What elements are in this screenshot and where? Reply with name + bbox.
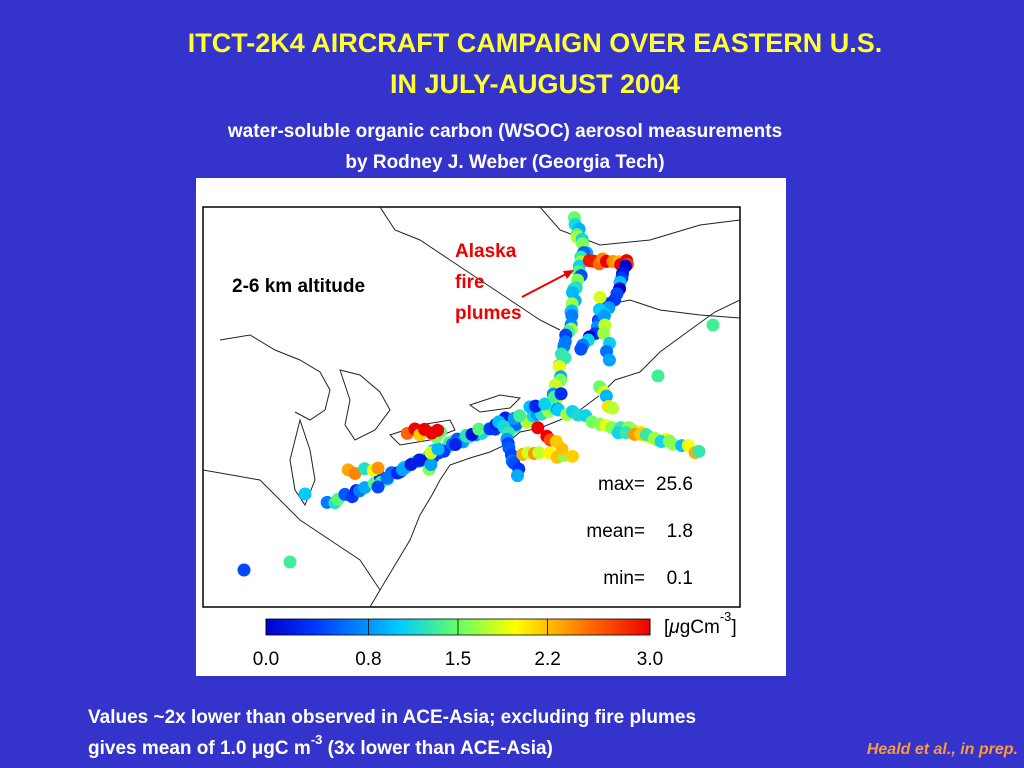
track-dot <box>531 421 545 435</box>
track-dot <box>606 401 620 415</box>
map-geography <box>203 207 740 607</box>
colorbar-unit: [μgCm-3] <box>664 609 737 638</box>
track-dot <box>472 422 486 436</box>
footer-part: gives mean of 1.0 μgC m <box>88 738 311 759</box>
track-dot <box>574 342 588 356</box>
colorbar-tick-label: 0.8 <box>355 649 381 670</box>
footer-line: Values ~2x lower than observed in ACE-As… <box>88 707 696 728</box>
stat-label: max= <box>598 474 645 495</box>
track-dot <box>371 480 385 494</box>
track-dot <box>532 446 546 460</box>
title-line: ITCT-2K4 AIRCRAFT CAMPAIGN OVER EASTERN … <box>188 28 883 58</box>
track-dot <box>593 290 607 304</box>
track-dot <box>513 409 527 423</box>
stat-value: 1.8 <box>667 521 693 542</box>
annotation-line: fire <box>455 272 485 293</box>
colorbar-tick-label: 3.0 <box>637 649 663 670</box>
track-dot <box>431 442 445 456</box>
footer-sup: -3 <box>311 732 323 747</box>
altitude-label: 2-6 km altitude <box>232 276 365 297</box>
track-dot <box>651 369 665 383</box>
footer-line: gives mean of 1.0 μgC m-3 (3x lower than… <box>88 732 553 759</box>
subtitle-line: water-soluble organic carbon (WSOC) aero… <box>227 121 782 142</box>
track-dot <box>431 423 445 437</box>
track-dot <box>662 434 676 448</box>
track-dot <box>298 487 312 501</box>
colorbar-tick-label: 1.5 <box>445 649 471 670</box>
track-dot <box>597 326 611 340</box>
track-dot <box>599 389 613 403</box>
track-dot <box>283 555 297 569</box>
track-dot <box>412 453 426 467</box>
stat-label: mean= <box>586 521 645 542</box>
track-dot <box>706 318 720 332</box>
track-dot <box>692 444 706 458</box>
citation: Heald et al., in prep. <box>867 741 1018 758</box>
colorbar-tick-label: 0.0 <box>253 649 279 670</box>
track-dot <box>554 387 568 401</box>
track-dot <box>510 469 524 483</box>
track-dot <box>552 360 566 374</box>
flight-tracks <box>237 211 720 577</box>
unit-sup: -3 <box>720 609 732 624</box>
stat-value: 0.1 <box>667 568 693 589</box>
colorbar-ticks: 0.0 0.8 1.5 2.2 3.0 <box>253 619 663 670</box>
stats: max= 25.6 mean= 1.8 min= 0.1 <box>586 474 693 589</box>
track-dot <box>555 442 569 456</box>
subtitle-line: by Rodney J. Weber (Georgia Tech) <box>345 152 664 173</box>
stat-value: 25.6 <box>656 474 693 495</box>
track-dot <box>538 397 552 411</box>
map-frame <box>202 206 741 608</box>
footer-part: (3x lower than ACE-Asia) <box>322 738 553 759</box>
unit-part: [ <box>664 617 670 638</box>
annotation-line: Alaska <box>455 241 517 262</box>
track-dot <box>448 438 462 452</box>
unit-part: μ <box>668 617 680 638</box>
track-dot <box>602 353 616 367</box>
title-line: IN JULY-AUGUST 2004 <box>390 69 680 99</box>
colorbar-tick-label: 2.2 <box>534 649 560 670</box>
stat-label: min= <box>603 568 645 589</box>
track-dot <box>371 461 385 475</box>
track-dot <box>424 458 438 472</box>
track-dot <box>380 471 394 485</box>
unit-part: ] <box>731 617 736 638</box>
unit-part: gCm <box>680 617 720 638</box>
annotation-arrow <box>521 272 569 298</box>
annotation-line: plumes <box>455 303 522 324</box>
track-dot <box>565 449 579 463</box>
arrow-head <box>563 270 574 279</box>
track-dot <box>237 563 251 577</box>
